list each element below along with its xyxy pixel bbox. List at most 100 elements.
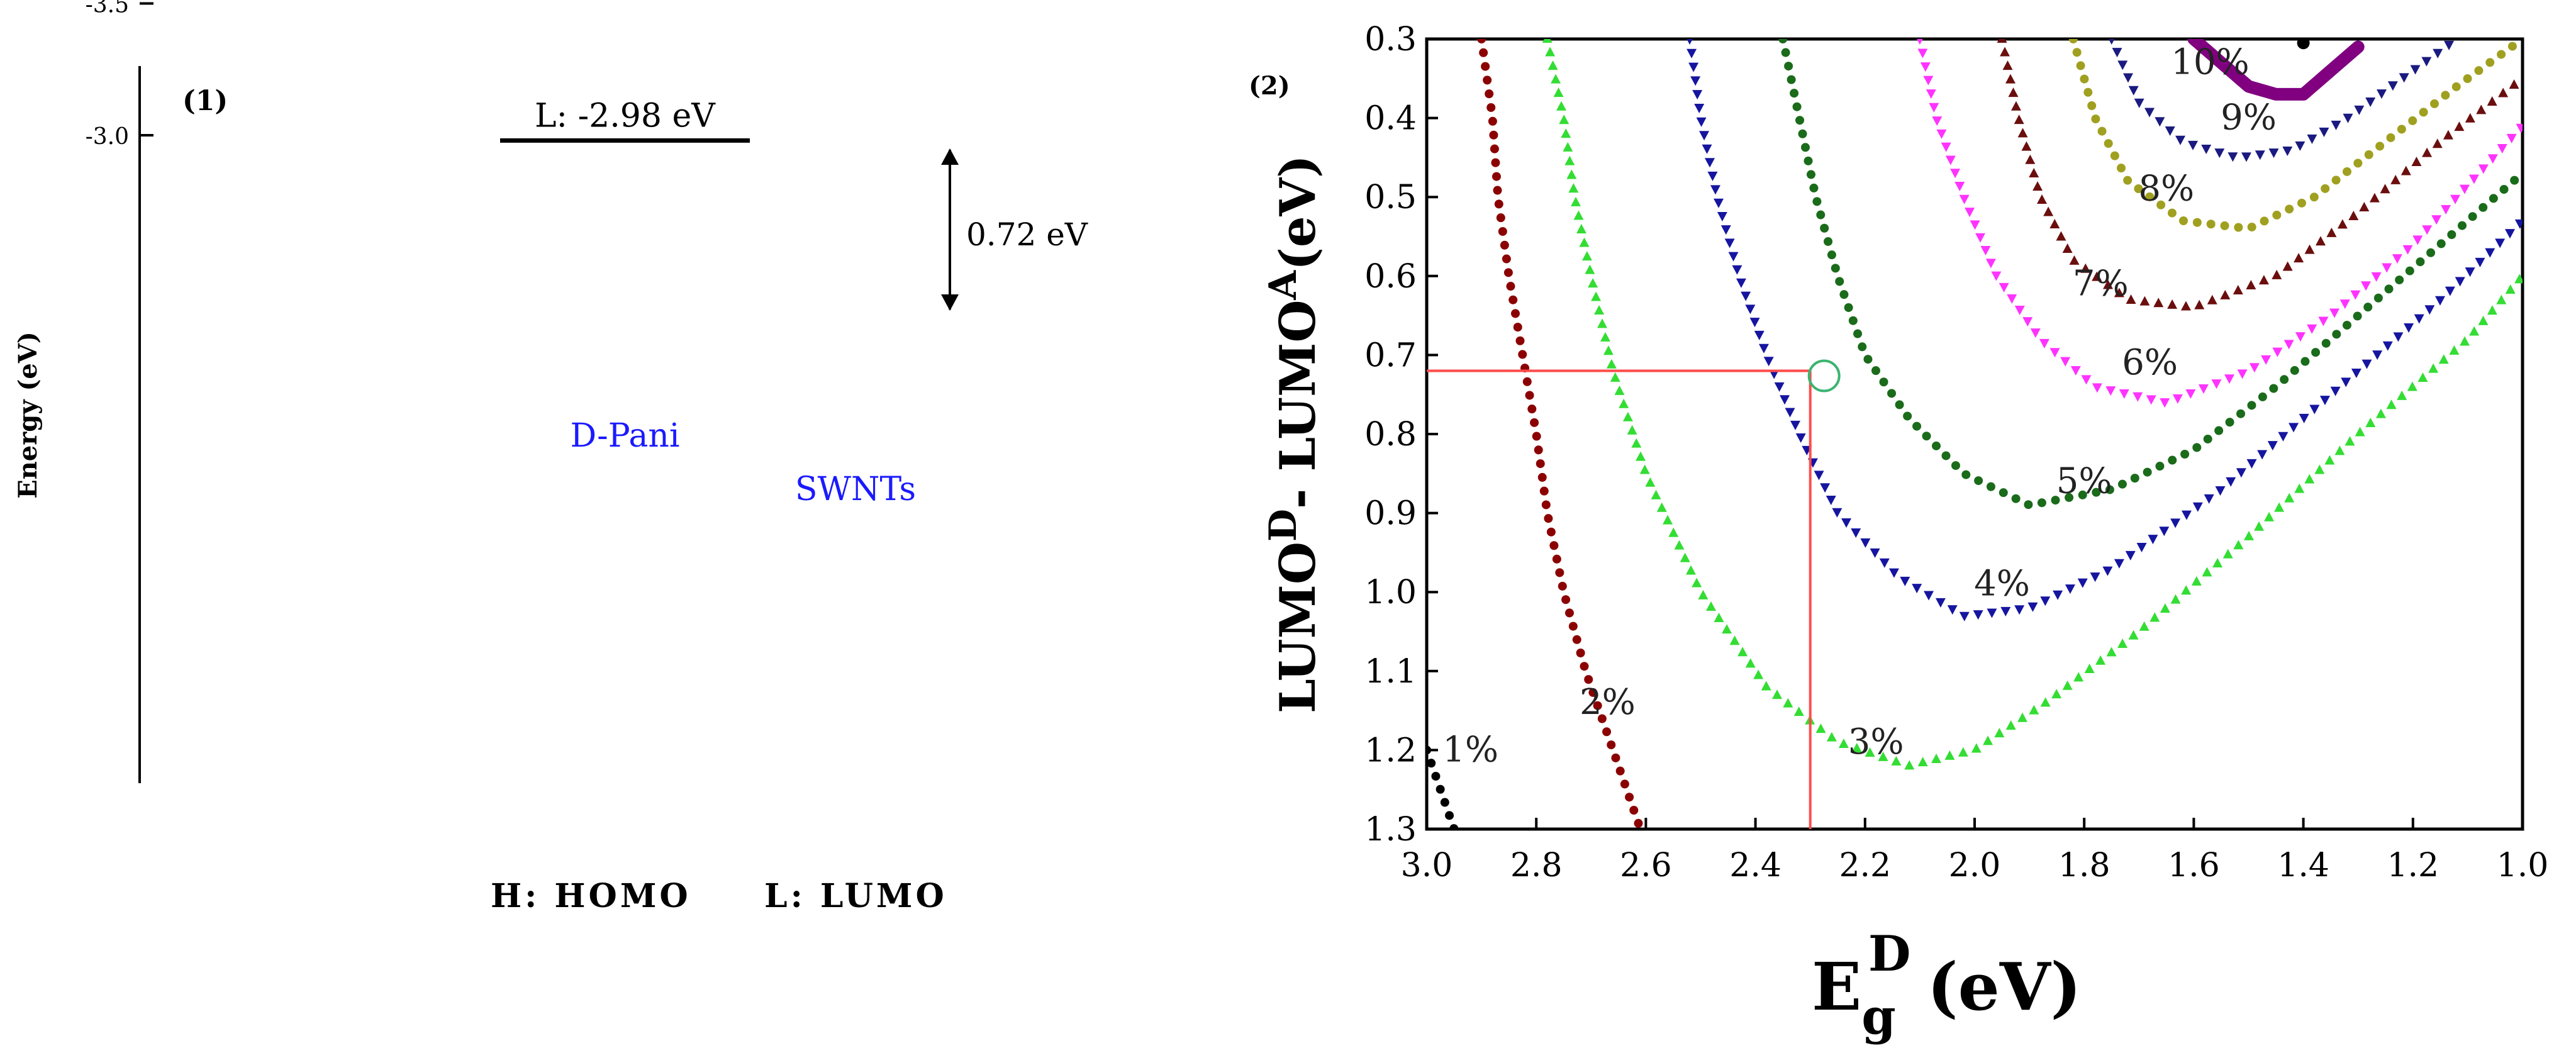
data-point bbox=[2402, 245, 2413, 255]
data-point bbox=[2351, 368, 2361, 378]
data-point bbox=[2283, 340, 2294, 350]
data-point bbox=[2432, 138, 2443, 148]
data-point bbox=[1778, 39, 1788, 43]
data-point bbox=[2022, 317, 2033, 327]
data-point bbox=[2211, 379, 2222, 389]
data-point bbox=[1606, 359, 1617, 369]
data-point bbox=[2410, 65, 2421, 75]
data-point bbox=[1631, 438, 1642, 448]
data-point bbox=[2422, 225, 2433, 235]
data-point bbox=[1809, 183, 1819, 192]
data-point bbox=[2241, 152, 2251, 162]
data-point bbox=[2475, 257, 2485, 267]
data-point bbox=[2165, 126, 2175, 136]
data-point bbox=[1639, 464, 1650, 474]
data-point bbox=[2117, 638, 2128, 649]
data-point bbox=[1555, 568, 1564, 577]
data-point bbox=[2478, 164, 2489, 174]
data-point bbox=[2384, 284, 2394, 294]
data-point bbox=[1792, 102, 1802, 111]
data-point bbox=[2125, 550, 2136, 560]
data-point bbox=[2258, 392, 2267, 401]
data-point bbox=[2443, 130, 2453, 140]
data-point bbox=[2080, 74, 2089, 84]
energy-axis-title: Energy (eV) bbox=[13, 332, 43, 499]
data-point bbox=[2258, 275, 2269, 285]
data-point bbox=[2148, 535, 2158, 545]
data-point bbox=[2350, 290, 2361, 300]
data-point bbox=[1983, 735, 1993, 745]
data-point bbox=[2168, 455, 2177, 465]
data-point bbox=[1790, 89, 1799, 98]
data-point bbox=[2261, 355, 2272, 365]
data-point bbox=[2040, 697, 2051, 707]
data-point bbox=[2282, 146, 2293, 156]
data-point bbox=[2214, 426, 2224, 435]
x-tick-label: 2.2 bbox=[1839, 847, 1891, 884]
data-point bbox=[2463, 74, 2472, 84]
x-tick-label: 1.2 bbox=[2387, 847, 2439, 884]
data-point bbox=[1449, 824, 1459, 829]
data-point bbox=[1815, 723, 1826, 733]
x-tick-label: 3.0 bbox=[1401, 847, 1453, 884]
data-point bbox=[1832, 508, 1843, 518]
data-point bbox=[2294, 483, 2305, 493]
data-point bbox=[2123, 176, 2133, 185]
data-point bbox=[1479, 48, 1488, 57]
data-point bbox=[2128, 86, 2139, 96]
data-point bbox=[2414, 314, 2424, 324]
data-point bbox=[2246, 459, 2257, 469]
data-point bbox=[2337, 219, 2348, 229]
data-point bbox=[1959, 194, 1970, 204]
data-point bbox=[1518, 350, 1527, 359]
data-point bbox=[2441, 204, 2451, 215]
data-point bbox=[1737, 647, 1748, 657]
data-point bbox=[1597, 714, 1607, 723]
energy-axis-ticks: -3.0-3.5-4.0-4.5-5.0-5.5 bbox=[86, 0, 153, 150]
data-point bbox=[1865, 747, 1875, 757]
data-point bbox=[2149, 612, 2160, 622]
x-tick-label: 1.4 bbox=[2277, 847, 2329, 884]
data-point bbox=[1680, 552, 1690, 562]
data-point bbox=[2321, 184, 2330, 193]
data-point bbox=[2112, 48, 2122, 58]
d-pani-label: D-Pani bbox=[570, 417, 679, 455]
data-point bbox=[1488, 116, 1497, 126]
data-point bbox=[2104, 139, 2113, 148]
data-point bbox=[2343, 113, 2353, 123]
data-point bbox=[1492, 172, 1501, 181]
data-point bbox=[2092, 488, 2101, 497]
data-point bbox=[2485, 248, 2495, 258]
data-point bbox=[1556, 101, 1567, 111]
data-point bbox=[1888, 568, 1899, 578]
data-point bbox=[1551, 74, 1561, 84]
data-point bbox=[2203, 434, 2212, 443]
data-point bbox=[1645, 477, 1656, 487]
data-point bbox=[1568, 183, 1579, 193]
data-point bbox=[1522, 377, 1532, 386]
data-point bbox=[1611, 753, 1620, 762]
data-point bbox=[2318, 316, 2329, 326]
data-point bbox=[1941, 451, 1951, 460]
data-point bbox=[2369, 192, 2380, 203]
data-point bbox=[2469, 326, 2480, 336]
data-point bbox=[1581, 251, 1592, 261]
data-point bbox=[2021, 141, 2032, 151]
data-point bbox=[2397, 125, 2406, 134]
data-point bbox=[2084, 664, 2095, 674]
data-point bbox=[1820, 223, 1829, 233]
data-point bbox=[2192, 502, 2203, 512]
data-point bbox=[2014, 305, 2025, 315]
data-point bbox=[2495, 238, 2506, 248]
data-point bbox=[2133, 392, 2143, 402]
data-point bbox=[2412, 235, 2423, 245]
data-point bbox=[2282, 261, 2293, 271]
data-point bbox=[2382, 341, 2393, 351]
data-point bbox=[1958, 747, 1968, 757]
data-point bbox=[2330, 386, 2341, 396]
data-point bbox=[2043, 206, 2054, 216]
data-point bbox=[2056, 231, 2066, 241]
data-point bbox=[2468, 174, 2479, 184]
data-point bbox=[2170, 518, 2181, 528]
data-point bbox=[1999, 282, 2009, 293]
